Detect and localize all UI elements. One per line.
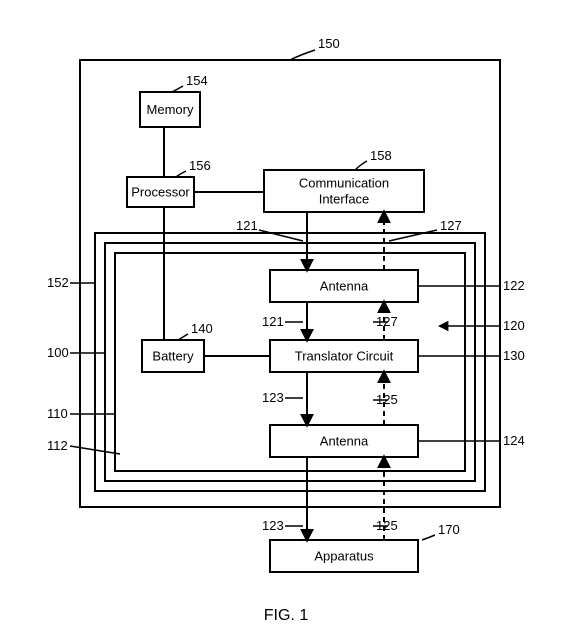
svg-text:Battery: Battery <box>152 348 194 363</box>
ref-122-r122: 122 <box>503 278 525 293</box>
ref-120-r120: 120 <box>503 318 525 333</box>
ref-125-r125a: 125 <box>376 392 398 407</box>
leader-lines <box>70 50 500 540</box>
node-antenna-1: Antenna <box>270 270 418 302</box>
svg-text:Memory: Memory <box>147 102 194 117</box>
ref-130-r130: 130 <box>503 348 525 363</box>
svg-text:Antenna: Antenna <box>320 433 369 448</box>
leader-r150 <box>290 50 315 60</box>
node-translator: Translator Circuit <box>270 340 418 372</box>
ref-140-r140: 140 <box>191 321 213 336</box>
ref-121-r121a: 121 <box>236 218 258 233</box>
ref-127-r127a: 127 <box>440 218 462 233</box>
leader-r121a <box>259 230 303 241</box>
ref-150-r150: 150 <box>318 36 340 51</box>
node-battery: Battery <box>142 340 204 372</box>
ref-170-r170: 170 <box>438 522 460 537</box>
ref-121-r121b: 121 <box>262 314 284 329</box>
block-diagram: Memory Processor Communication Interface… <box>0 0 572 644</box>
leader-r127a <box>389 230 437 241</box>
ref-100-r100: 100 <box>47 345 69 360</box>
ref-152-r152: 152 <box>47 275 69 290</box>
leader-r170 <box>422 535 435 540</box>
node-processor: Processor <box>127 177 194 207</box>
ref-123-r123a: 123 <box>262 390 284 405</box>
node-antenna-2: Antenna <box>270 425 418 457</box>
ref-124-r124: 124 <box>503 433 525 448</box>
ref-127-r127b: 127 <box>376 314 398 329</box>
ref-112-r112: 112 <box>47 438 68 453</box>
ref-110-r110: 110 <box>47 406 68 421</box>
svg-text:Interface: Interface <box>319 191 370 206</box>
svg-text:Apparatus: Apparatus <box>314 548 374 563</box>
node-comm-interface: Communication Interface <box>264 170 424 212</box>
ref-154-r154: 154 <box>186 73 208 88</box>
ref-125-r125b: 125 <box>376 518 398 533</box>
svg-text:Processor: Processor <box>131 184 190 199</box>
node-memory: Memory <box>140 92 200 127</box>
svg-text:Communication: Communication <box>299 175 389 190</box>
ref-158-r158: 158 <box>370 148 392 163</box>
figure-caption: FIG. 1 <box>264 607 309 624</box>
node-apparatus: Apparatus <box>270 540 418 572</box>
svg-text:Antenna: Antenna <box>320 278 369 293</box>
svg-text:Translator Circuit: Translator Circuit <box>295 348 394 363</box>
ref-156-r156: 156 <box>189 158 211 173</box>
leader-r158 <box>355 161 367 170</box>
ref-123-r123b: 123 <box>262 518 284 533</box>
